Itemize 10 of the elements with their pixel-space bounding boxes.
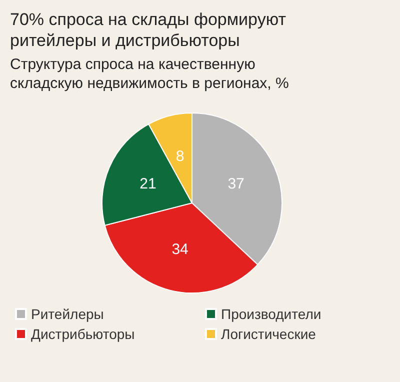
legend-label: Производители [221,306,322,322]
data-label: 8 [176,148,184,166]
data-label: 34 [172,240,188,258]
data-label: 21 [140,175,156,192]
legend-label: Ритейлеры [31,306,104,322]
chart-subtitle: Структура спроса на качественную складскую недвижимость в регионах, % [10,56,289,92]
legend-label: Дистрибьюторы [31,326,135,342]
data-label: 37 [228,175,244,192]
legend-label: Логистические [221,326,316,342]
chart-title: 70% спроса на склады формируют ритейлеры и дистрибьюторы [10,10,291,50]
